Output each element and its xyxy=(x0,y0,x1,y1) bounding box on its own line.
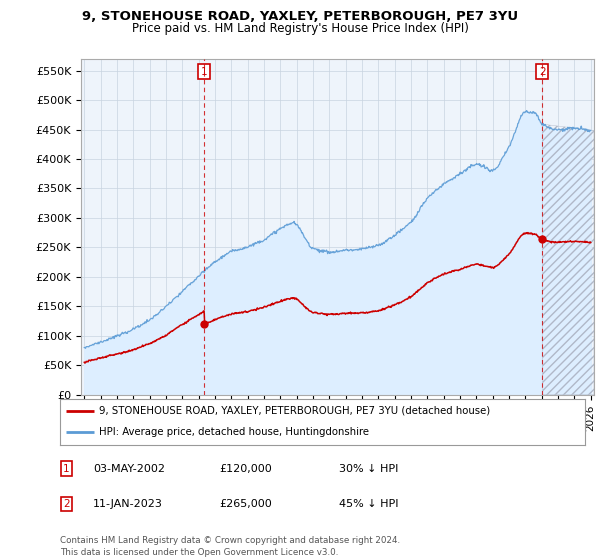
Text: 03-MAY-2002: 03-MAY-2002 xyxy=(93,464,165,474)
Text: £120,000: £120,000 xyxy=(219,464,272,474)
Text: 2: 2 xyxy=(63,499,70,509)
Text: 30% ↓ HPI: 30% ↓ HPI xyxy=(339,464,398,474)
Text: 1: 1 xyxy=(201,67,208,77)
Text: 11-JAN-2023: 11-JAN-2023 xyxy=(93,499,163,509)
Text: 45% ↓ HPI: 45% ↓ HPI xyxy=(339,499,398,509)
Text: £265,000: £265,000 xyxy=(219,499,272,509)
Text: 9, STONEHOUSE ROAD, YAXLEY, PETERBOROUGH, PE7 3YU (detached house): 9, STONEHOUSE ROAD, YAXLEY, PETERBOROUGH… xyxy=(100,406,491,416)
Text: 1: 1 xyxy=(63,464,70,474)
Text: Price paid vs. HM Land Registry's House Price Index (HPI): Price paid vs. HM Land Registry's House … xyxy=(131,22,469,35)
Text: 9, STONEHOUSE ROAD, YAXLEY, PETERBOROUGH, PE7 3YU: 9, STONEHOUSE ROAD, YAXLEY, PETERBOROUGH… xyxy=(82,10,518,23)
Text: HPI: Average price, detached house, Huntingdonshire: HPI: Average price, detached house, Hunt… xyxy=(100,427,370,437)
Text: Contains HM Land Registry data © Crown copyright and database right 2024.
This d: Contains HM Land Registry data © Crown c… xyxy=(60,536,400,557)
Text: 2: 2 xyxy=(539,67,545,77)
